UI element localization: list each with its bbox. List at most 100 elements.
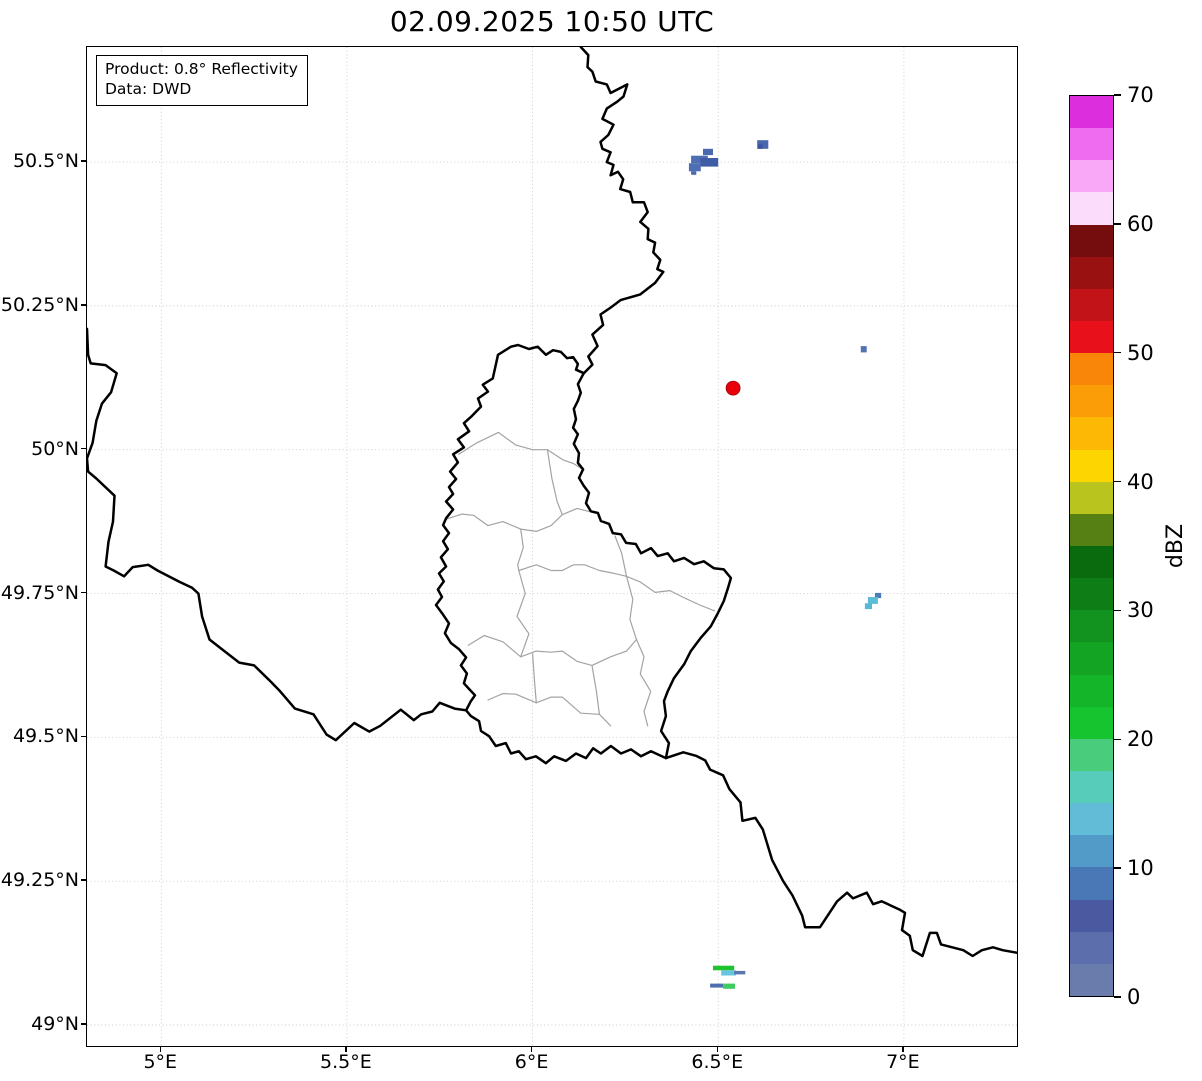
y-axis-tick-label: 49.75°N — [0, 581, 79, 604]
radar-echo — [758, 144, 763, 149]
colorbar-segment — [1070, 578, 1113, 611]
x-axis-tick-mark — [159, 1047, 161, 1052]
x-axis-tick-label: 6.5°E — [691, 1051, 744, 1073]
colorbar-tick-label: 40 — [1127, 469, 1154, 494]
district-border-line — [458, 431, 584, 470]
country-border-line — [664, 751, 1017, 958]
colorbar-segment — [1070, 931, 1113, 964]
colorbar-segment — [1070, 128, 1113, 161]
product-info-line2: Data: DWD — [105, 80, 192, 99]
colorbar-segment — [1070, 610, 1113, 643]
colorbar-tick-mark — [1114, 352, 1121, 354]
x-axis-tick-label: 5°E — [143, 1051, 178, 1073]
radar-echo — [691, 155, 708, 164]
colorbar-segment — [1070, 513, 1113, 546]
colorbar-segment — [1070, 353, 1113, 386]
radar-echo — [713, 965, 735, 971]
y-axis-tick-mark — [81, 160, 86, 162]
colorbar-tick-mark — [1114, 738, 1121, 740]
district-border-line — [467, 634, 522, 658]
x-axis-tick-mark — [345, 1047, 347, 1052]
plot-title: 02.09.2025 10:50 UTC — [389, 5, 715, 38]
radar-echo — [864, 603, 872, 610]
radar-echo — [723, 983, 735, 989]
colorbar-segment — [1070, 385, 1113, 418]
colorbar-segment — [1070, 706, 1113, 739]
product-info-line1: Product: 0.8° Reflectivity — [105, 60, 298, 78]
colorbar-tick-mark — [1114, 867, 1121, 869]
country-border-line — [579, 47, 665, 375]
x-axis-tick-label: 5.5°E — [320, 1051, 372, 1073]
colorbar-segment — [1070, 160, 1113, 193]
colorbar-axis-label: dBZ — [1163, 523, 1188, 569]
colorbar-tick-label: 30 — [1127, 598, 1154, 623]
district-border-line — [516, 569, 530, 658]
colorbar-segment — [1070, 96, 1113, 129]
y-axis-tick-label: 50.25°N — [0, 293, 79, 316]
colorbar-segment — [1070, 192, 1113, 225]
y-axis-tick-label: 49.5°N — [12, 725, 79, 748]
colorbar-segment — [1070, 867, 1113, 900]
y-axis-tick-mark — [81, 735, 86, 738]
district-border-line — [517, 528, 524, 572]
country-border-line — [434, 343, 733, 765]
radar-site-marker — [725, 380, 741, 396]
district-border-line — [625, 575, 652, 727]
y-axis-tick-mark — [81, 879, 86, 881]
colorbar-tick-label: 50 — [1127, 340, 1154, 365]
district-border-line — [591, 664, 601, 715]
radar-echo — [734, 970, 746, 975]
colorbar-tick-label: 0 — [1127, 985, 1141, 1009]
radar-echo — [874, 592, 882, 599]
x-axis-tick-label: 6°E — [514, 1051, 549, 1073]
district-border-line — [520, 638, 638, 667]
colorbar-tick-mark — [1114, 609, 1121, 612]
district-border-line — [532, 653, 537, 704]
radar-echo — [691, 171, 697, 175]
colorbar-segment — [1070, 256, 1113, 289]
colorbar-segment — [1070, 642, 1113, 675]
colorbar-tick-label: 60 — [1127, 211, 1154, 236]
district-border-line — [614, 535, 628, 577]
radar-echo — [710, 983, 724, 988]
colorbar-tick-mark — [1114, 94, 1121, 96]
x-axis-tick-mark — [902, 1047, 904, 1052]
y-axis-tick-label: 49°N — [31, 1012, 79, 1035]
radar-echo — [700, 158, 719, 167]
colorbar-segment — [1070, 674, 1113, 707]
colorbar-segment — [1070, 545, 1113, 579]
district-border-line — [546, 449, 563, 516]
colorbar-tick-mark — [1114, 223, 1121, 225]
y-axis-tick-label: 50.5°N — [12, 150, 79, 173]
colorbar-segment — [1070, 481, 1113, 514]
y-axis-tick-mark — [81, 591, 86, 594]
y-axis-tick-label: 50°N — [31, 437, 79, 460]
colorbar-segment — [1070, 770, 1113, 804]
map-plot-area — [86, 46, 1018, 1047]
colorbar-tick-label: 70 — [1127, 83, 1154, 107]
radar-echo — [860, 346, 867, 353]
y-axis-tick-label: 49.25°N — [0, 869, 79, 892]
district-border-line — [487, 692, 612, 727]
map-svg — [87, 47, 1017, 1046]
colorbar-segment — [1070, 449, 1113, 482]
radar-echo — [867, 597, 878, 604]
colorbar-segment — [1070, 320, 1113, 354]
colorbar-tick-label: 10 — [1127, 856, 1154, 881]
colorbar-segment — [1070, 738, 1113, 771]
colorbar-segment — [1070, 803, 1113, 836]
y-axis-tick-mark — [81, 304, 86, 306]
radar-echo — [688, 163, 701, 172]
product-info-box: Product: 0.8° Reflectivity Data: DWD — [96, 55, 308, 106]
radar-echo — [703, 148, 713, 156]
colorbar-segment — [1070, 417, 1113, 450]
x-axis-tick-mark — [530, 1047, 533, 1052]
colorbar-segment — [1070, 288, 1113, 321]
colorbar-segment — [1070, 835, 1113, 868]
colorbar-tick-label: 20 — [1127, 727, 1154, 752]
country-border-line — [87, 327, 468, 742]
colorbar-segment — [1070, 899, 1113, 932]
y-axis-tick-mark — [81, 448, 86, 450]
colorbar-segment — [1070, 224, 1113, 257]
